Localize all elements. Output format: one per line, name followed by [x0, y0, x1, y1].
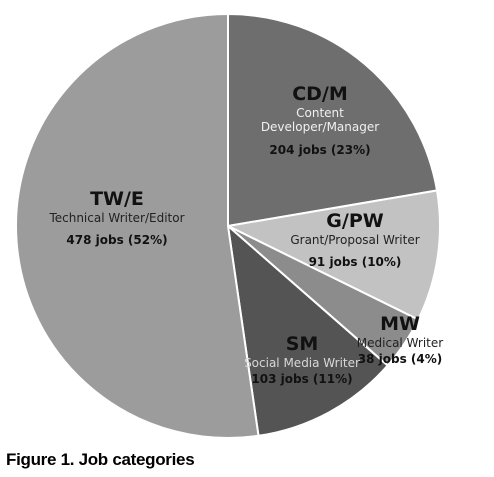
slice-label: G/PW Grant/Proposal Writer 91 jobs (10%) [270, 210, 440, 270]
value-label: 478 jobs (52%) [66, 233, 168, 248]
category-description: Grant/Proposal Writer [290, 233, 420, 248]
slice-label: SM Social Media Writer 103 jobs (11%) [227, 333, 377, 387]
pie-slice [15, 12, 260, 439]
slice-label: CD/M Content Developer/Manager 204 jobs (2… [255, 83, 385, 157]
slice-label: TW/E Technical Writer/Editor 478 jobs (52%… [32, 188, 202, 248]
slice-label: MW Medical Writer 38 jobs (4%) [350, 313, 450, 367]
value-label: 103 jobs (11%) [251, 372, 353, 387]
category-label: TW/E [90, 188, 144, 211]
category-label: G/PW [326, 210, 384, 233]
category-description: Social Media Writer [244, 356, 360, 371]
pie-slice [227, 12, 439, 228]
value-label: 38 jobs (4%) [357, 352, 443, 367]
pie-slice [224, 189, 441, 321]
caption: Figure 1. Job categories [6, 450, 195, 469]
category-description: Content Developer/Manager [260, 105, 380, 135]
category-label: CD/M [292, 83, 348, 106]
category-description: Technical Writer/Editor [49, 211, 185, 226]
category-description: Medical Writer [356, 336, 444, 351]
category-label: SM [285, 333, 319, 356]
pie-slice [226, 223, 390, 437]
category-label: MW [380, 313, 420, 336]
value-label: 204 jobs (23%) [269, 142, 371, 157]
value-label: 91 jobs (10%) [308, 255, 402, 270]
